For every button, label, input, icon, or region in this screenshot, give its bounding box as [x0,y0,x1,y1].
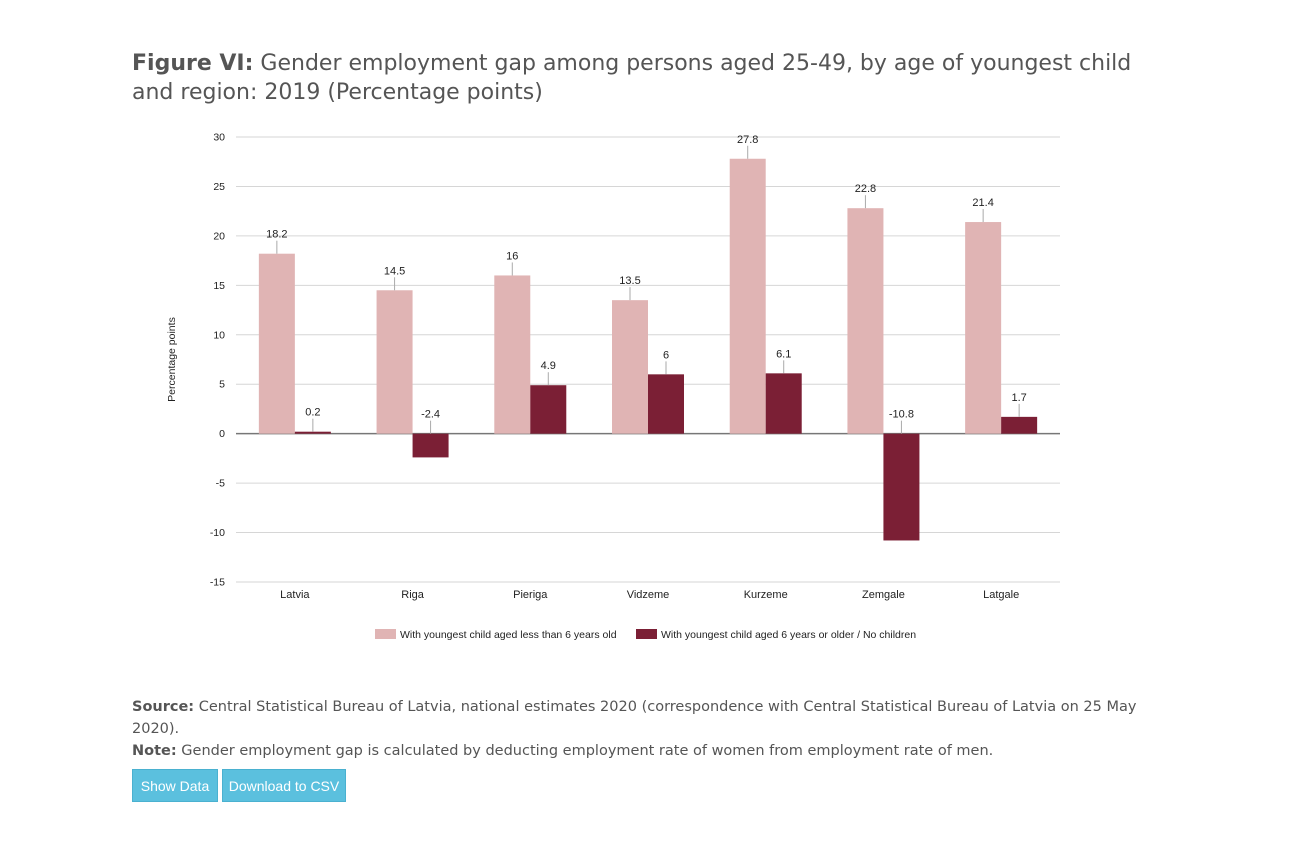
bar [765,373,802,434]
download-csv-button[interactable]: Download to CSV [222,769,346,802]
y-tick-label: -15 [210,577,225,589]
x-tick-label: Riga [401,589,425,601]
figure-title-text: Gender employment gap among persons aged… [132,51,1132,105]
y-tick-label: 20 [213,230,225,242]
y-tick-label: -10 [210,527,225,539]
data-label: 16 [506,250,518,262]
data-label: 22.8 [855,183,876,195]
x-tick-label: Vidzeme [627,589,670,601]
legend-label: With youngest child aged 6 years or olde… [661,629,916,641]
y-tick-label: -5 [216,478,225,490]
source-label: Source: [132,699,195,715]
legend-label: With youngest child aged less than 6 yea… [400,629,617,641]
x-tick-label: Latgale [983,589,1019,601]
bar [847,208,884,434]
data-label: -10.8 [889,409,914,421]
bar [258,253,295,434]
y-axis-label: Percentage points [166,317,178,402]
y-tick-label: 5 [219,379,225,391]
data-label: 14.5 [384,265,405,277]
data-label: 6 [663,349,669,361]
data-label: 21.4 [972,197,993,209]
legend-swatch [375,629,396,639]
show-data-button[interactable]: Show Data [132,769,218,802]
data-label: 4.9 [541,360,556,372]
y-tick-label: 25 [213,181,225,193]
data-label: 13.5 [619,275,640,287]
bar [648,374,684,434]
figure-title: Figure VI: Gender employment gap among p… [132,49,1152,107]
source-text: Central Statistical Bureau of Latvia, na… [132,699,1137,737]
bar [412,433,449,458]
figure-notes: Source: Central Statistical Bureau of La… [132,696,1172,762]
bar [1001,416,1038,434]
note-line: Note: Gender employment gap is calculate… [132,740,1172,762]
bar [883,433,920,541]
figure-label: Figure VI: [132,51,254,76]
data-label: 0.2 [305,407,320,419]
bar [494,275,531,434]
bar [294,431,331,434]
note-text: Gender employment gap is calculated by d… [181,743,994,759]
bar [965,222,1002,434]
y-tick-label: 30 [213,132,225,144]
bar [612,300,648,434]
legend-swatch [636,629,657,639]
y-tick-label: 10 [213,329,225,341]
x-tick-label: Latvia [280,589,310,601]
note-label: Note: [132,743,177,759]
data-label: 27.8 [737,134,758,146]
x-tick-label: Pieriga [513,589,548,601]
bar [729,158,766,434]
y-tick-label: 15 [213,280,225,292]
data-label: 1.7 [1011,392,1026,404]
data-label: 18.2 [266,229,287,241]
x-tick-label: Kurzeme [744,589,788,601]
y-tick-label: 0 [219,428,225,440]
source-line: Source: Central Statistical Bureau of La… [132,696,1172,740]
bar [376,290,413,434]
data-label: 6.1 [776,348,791,360]
bar-chart: 30 25 20 15 10 5 0 -5 -10 -15 Percentage points Lat… [166,132,1060,641]
bar [530,385,567,434]
data-label: -2.4 [421,409,440,421]
x-tick-label: Zemgale [862,589,905,601]
